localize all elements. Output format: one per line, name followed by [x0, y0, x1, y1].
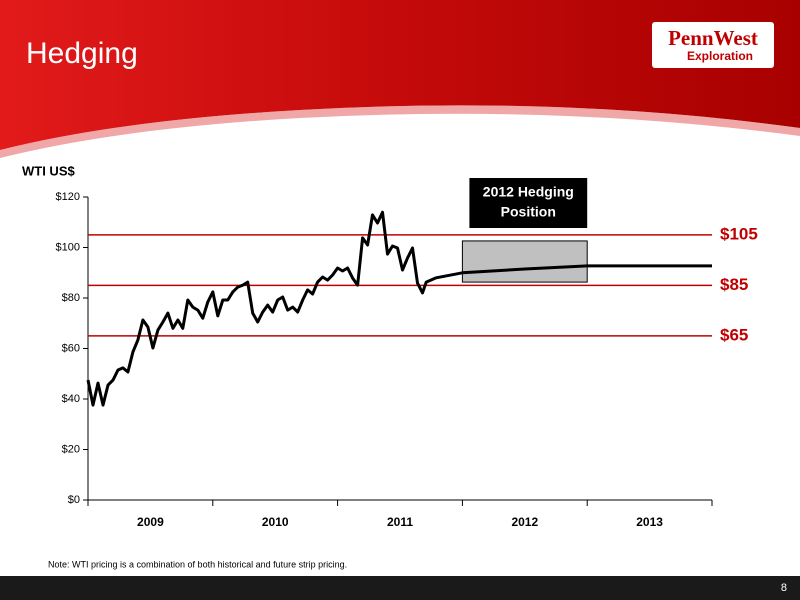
logo-name: PennWest — [668, 26, 758, 50]
y-tick-label: $0 — [68, 494, 80, 506]
x-tick-label: 2013 — [636, 515, 663, 529]
hedge-label: Position — [501, 204, 556, 220]
hedge-box — [461, 240, 588, 283]
hedge-label-bg — [469, 178, 588, 228]
y-tick-label: $40 — [62, 393, 80, 405]
ref-label: $65 — [720, 325, 748, 344]
y-tick-label: $20 — [62, 443, 80, 455]
logo-bg — [652, 22, 774, 68]
y-tick-label: $100 — [56, 241, 80, 253]
x-tick-label: 2009 — [137, 515, 164, 529]
y-tick-label: $80 — [62, 292, 80, 304]
page-number: 8 — [781, 582, 787, 594]
hedge-label: 2012 Hedging — [483, 184, 574, 200]
x-tick-label: 2010 — [262, 515, 289, 529]
x-tick-label: 2011 — [387, 515, 413, 529]
x-tick-label: 2012 — [511, 515, 538, 529]
ref-label: $85 — [720, 275, 748, 294]
footer-bar — [0, 576, 800, 600]
price-line — [86, 210, 712, 407]
y-tick-label: $120 — [56, 191, 80, 203]
plot: $0 $20 $40 $60 $80 $100 $120 2009 2010 2011 2012 20… — [56, 178, 758, 529]
header-swoosh — [0, 105, 800, 158]
y-axis-label: WTI US$ — [22, 163, 75, 178]
header-band — [0, 0, 800, 150]
ref-label: $105 — [720, 224, 758, 243]
y-tick-label: $60 — [62, 342, 80, 354]
logo-sub: Exploration — [687, 49, 753, 63]
slide-title: Hedging — [26, 37, 138, 70]
footnote: Note: WTI pricing is a combination of bo… — [48, 559, 347, 569]
